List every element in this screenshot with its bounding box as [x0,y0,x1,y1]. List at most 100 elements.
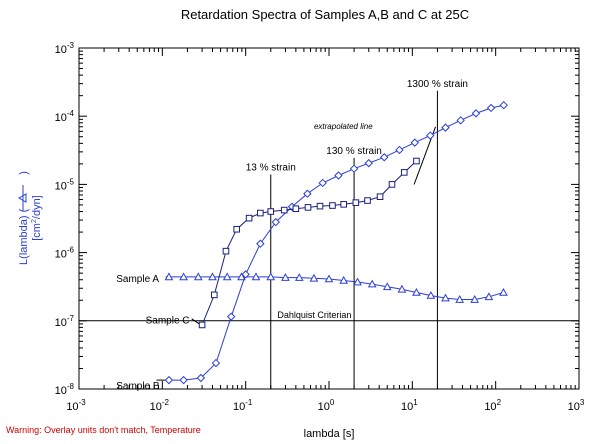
data-point [441,293,450,302]
data-point [395,145,404,155]
data-point [352,199,360,206]
svg-text:L(lambda) (): L(lambda) () [18,171,30,265]
data-point [266,272,276,281]
y-tick-label: 10-8 [55,382,75,397]
sample-label: Sample A [116,274,159,285]
x-tick-label: 10-1 [233,398,253,413]
extrapolated-label: extrapolated line [314,122,373,131]
data-point [456,116,465,125]
y-tick-label: 10-7 [55,314,75,329]
data-point [455,295,465,303]
sample-label: Sample B [116,381,160,392]
data-point [304,204,312,211]
x-axis-ticks: 10-3 10-2 10-1 100 101 102 103 [66,48,585,413]
series-line [201,160,417,326]
data-point [471,109,481,118]
data-point [400,169,408,176]
data-point [237,272,246,281]
data-point [364,158,373,168]
y-axis-unit-tail: /dyn] [31,195,43,219]
y-axis-label-close: ) [18,171,30,175]
data-point [208,272,217,281]
data-point [267,208,275,215]
x-tick-label: 101 [401,398,418,413]
data-point [256,239,265,248]
data-point [376,193,384,201]
data-point [367,279,377,288]
data-point [484,292,494,301]
data-point [222,272,232,281]
data-point [257,209,264,217]
strain-label: 130 % strain [326,146,382,157]
data-point [426,131,435,140]
x-tick-label: 102 [484,398,501,413]
data-point [196,373,206,383]
data-point [441,123,450,132]
data-point [499,287,508,296]
data-point [412,287,421,296]
data-point [382,282,392,291]
y-tick-label: 10-5 [55,177,75,192]
data-point [245,214,253,222]
data-point [164,272,174,281]
data-point [486,103,496,113]
data-point [397,284,407,293]
data-point [226,312,236,321]
plot-layer: Dahlquist Criterian 13 % strain 130 % stra… [79,79,579,392]
y-axis-ticks: 10-8 10-7 10-6 10-5 10-4 10-3 [55,41,579,397]
data-point [499,100,508,110]
dahlquist-label: Dahlquist Criterian [277,310,351,320]
data-point [340,201,347,208]
sample-label: Sample C [146,315,190,326]
data-point [251,272,261,281]
plot-frame [78,47,580,390]
data-point [318,178,327,188]
data-point [164,375,174,385]
data-point [280,206,288,214]
data-point [294,273,304,281]
x-tick-label: 100 [318,398,335,413]
data-point [413,157,420,165]
x-axis-label: lambda [s] [304,428,355,440]
y-tick-label: 10-6 [55,246,75,261]
data-point [334,171,343,180]
y-tick-label: 10-3 [55,41,75,56]
data-point [309,273,319,282]
series-sample-a [164,272,508,303]
data-point [211,358,221,368]
data-point [316,202,324,210]
y-axis-label-main: L(lambda) ( [18,208,30,265]
data-point [339,275,349,284]
data-point [324,274,334,283]
data-point [271,217,281,227]
series-sample-c [198,157,420,329]
x-tick-label: 10-3 [66,398,86,413]
y-tick-label: 10-4 [55,109,75,124]
data-point [241,270,250,279]
y-axis-label: L(lambda) () [18,171,30,265]
chart-title: Retardation Spectra of Samples A,B and C… [181,7,469,22]
series-sample-b [164,100,508,385]
data-point [364,197,371,204]
data-point [388,181,396,188]
svg-text:[cm2/dyn]: [cm2/dyn] [31,195,43,241]
data-point [426,290,436,299]
data-point [292,205,300,213]
data-point [353,277,362,286]
series-line [168,276,504,300]
data-point [470,295,480,303]
y-axis-legend-glyph [17,185,27,211]
data-point [193,272,203,281]
strain-label: 1300 % strain [407,79,468,90]
data-point [303,189,312,198]
y-axis-unit: [cm2/dyn] [31,195,43,241]
data-point [179,375,188,385]
data-point [281,273,290,281]
data-point [198,321,206,329]
data-point [410,138,419,147]
strain-label: 13 % strain [246,162,296,173]
data-point [349,164,359,173]
data-point [179,272,188,281]
data-point [380,153,389,162]
